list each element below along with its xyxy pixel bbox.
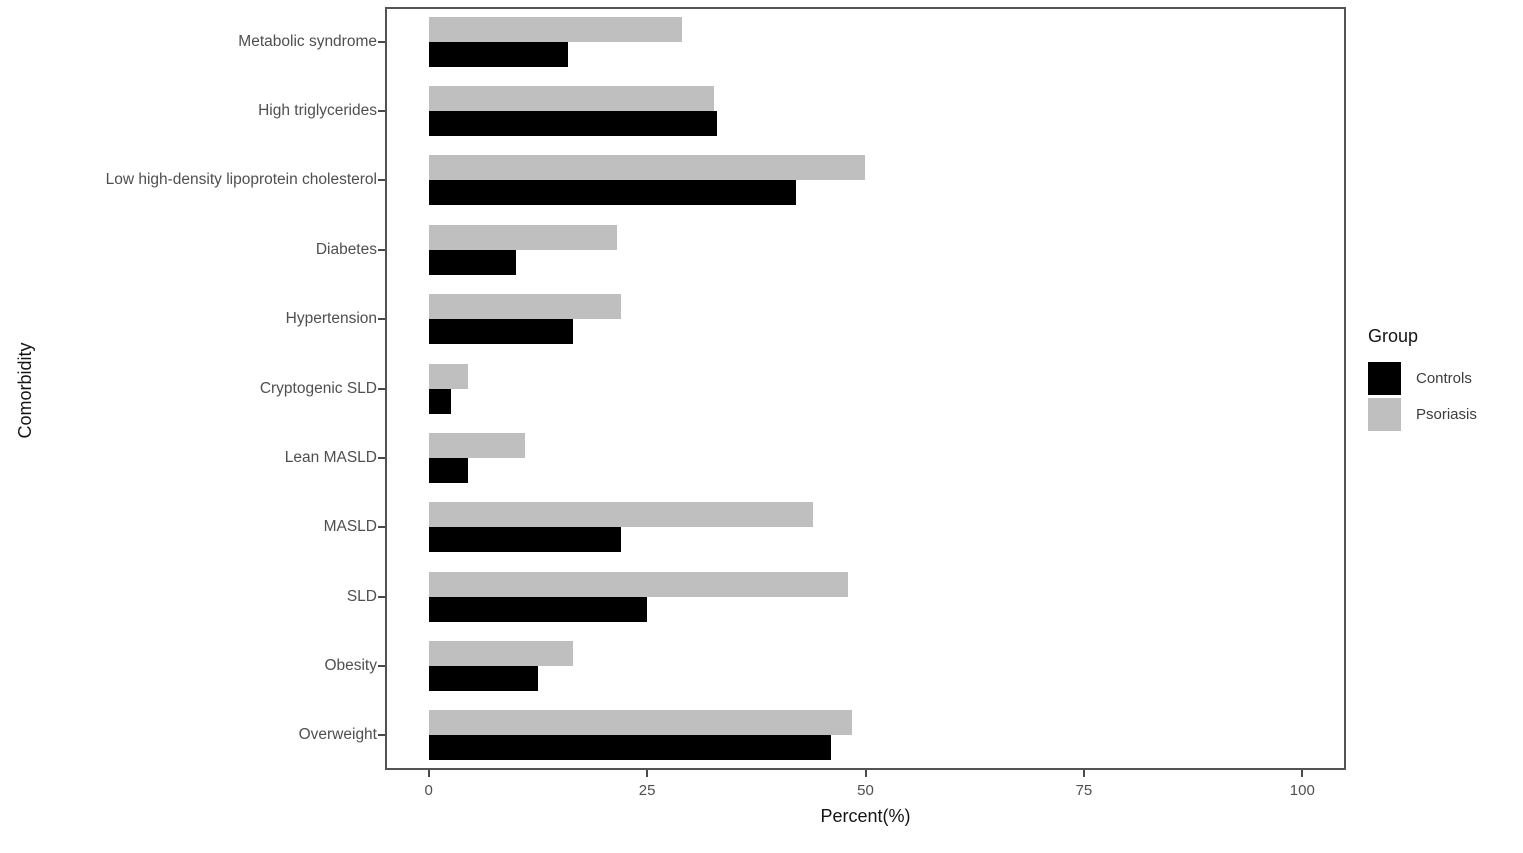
y-tick-masld [378, 526, 385, 529]
x-tick-0 [427, 770, 430, 777]
bar-psoriasis-hypertension [428, 294, 621, 320]
x-tick-label-75: 75 [1075, 782, 1093, 799]
x-tick-100 [1301, 770, 1304, 777]
category-label-hypertension: Hypertension [285, 310, 377, 328]
bar-psoriasis-diabetes [428, 224, 617, 250]
legend-label-controls: Controls [1416, 369, 1472, 387]
y-tick-low-high-density-lipoprotein-cholesterol [378, 179, 385, 182]
y-tick-cryptogenic-sld [378, 387, 385, 390]
plot-panel [385, 7, 1346, 770]
category-label-sld: SLD [346, 587, 377, 605]
y-tick-obesity [378, 664, 385, 667]
bar-controls-metabolic-syndrome [428, 41, 569, 67]
y-tick-hypertension [378, 318, 385, 321]
y-tick-sld [378, 595, 385, 598]
bar-psoriasis-cryptogenic-sld [428, 363, 468, 389]
bar-controls-obesity [428, 665, 538, 691]
y-tick-lean-masld [378, 456, 385, 459]
x-tick-label-0: 0 [424, 782, 433, 799]
legend-title: Group [1368, 326, 1419, 346]
category-label-metabolic-syndrome: Metabolic syndrome [238, 32, 377, 50]
bar-controls-lean-masld [428, 457, 468, 483]
bar-psoriasis-overweight [428, 710, 853, 736]
category-label-obesity: Obesity [324, 656, 377, 674]
category-label-overweight: Overweight [298, 726, 377, 744]
legend-entry-psoriasis: Psoriasis [1368, 396, 1477, 432]
y-tick-metabolic-syndrome [378, 40, 385, 43]
legend-swatch-psoriasis [1368, 397, 1401, 431]
y-tick-high-triglycerides [378, 110, 385, 113]
bar-psoriasis-low-high-density-lipoprotein-cholesterol [428, 155, 866, 181]
category-label-cryptogenic-sld: Cryptogenic SLD [259, 379, 377, 397]
bar-psoriasis-high-triglycerides [428, 86, 715, 112]
bar-psoriasis-obesity [428, 640, 573, 666]
legend: Group Controls Psoriasis [1368, 326, 1477, 432]
bar-controls-hypertension [428, 319, 573, 345]
bar-controls-masld [428, 527, 621, 553]
bar-controls-low-high-density-lipoprotein-cholesterol [428, 180, 796, 206]
bar-controls-overweight [428, 735, 831, 761]
x-tick-label-50: 50 [857, 782, 874, 799]
bar-psoriasis-lean-masld [428, 432, 525, 458]
x-tick-25 [646, 770, 649, 777]
bar-controls-sld [428, 596, 648, 622]
bar-psoriasis-masld [428, 502, 814, 528]
bar-psoriasis-metabolic-syndrome [428, 16, 683, 42]
x-tick-label-100: 100 [1289, 782, 1315, 799]
category-label-masld: MASLD [323, 518, 377, 536]
legend-entry-controls: Controls [1368, 360, 1477, 396]
y-axis-labels: Metabolic syndrome High triglycerides Low … [0, 7, 377, 770]
x-axis-title: Percent(%) [820, 806, 911, 826]
category-label-low-high-density-lipoprotein-cholesterol: Low high-density lipoprotein cholesterol [105, 171, 377, 189]
bar-controls-high-triglycerides [428, 111, 717, 137]
category-label-diabetes: Diabetes [315, 240, 377, 258]
x-tick-75 [1082, 770, 1085, 777]
legend-swatch-controls [1368, 361, 1401, 395]
x-tick-50 [864, 770, 867, 777]
bar-psoriasis-sld [428, 571, 849, 597]
y-tick-diabetes [378, 248, 385, 251]
bar-controls-cryptogenic-sld [428, 388, 451, 414]
y-tick-overweight [378, 734, 385, 737]
legend-label-psoriasis: Psoriasis [1416, 405, 1477, 423]
category-label-lean-masld: Lean MASLD [284, 448, 377, 466]
category-label-high-triglycerides: High triglycerides [258, 102, 377, 120]
x-tick-label-25: 25 [638, 782, 656, 799]
bar-controls-diabetes [428, 249, 517, 275]
